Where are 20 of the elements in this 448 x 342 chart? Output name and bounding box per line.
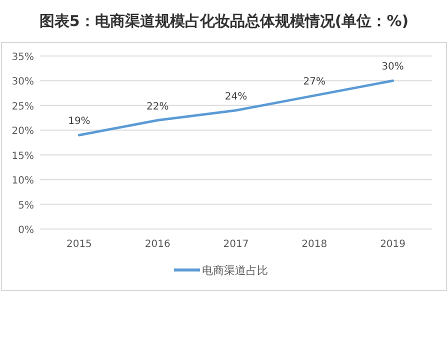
data-label: 30% [382,62,404,73]
x-tick-label: 2017 [223,239,249,250]
data-label: 22% [146,101,169,112]
y-tick-label: 15% [12,150,34,162]
y-tick-label: 30% [12,76,34,88]
y-tick-label: 0% [18,225,34,236]
y-tick-label: 10% [12,176,34,187]
data-label: 24% [224,91,248,102]
y-tick-label: 5% [18,200,34,212]
data-label: 27% [303,76,326,88]
x-tick-label: 2018 [302,239,328,250]
y-tick-label: 25% [12,101,34,112]
chart-title: 图表5：电商渠道规模占化妆品总体规模情况(单位：%) [39,12,409,30]
y-tick-label: 35% [12,52,34,63]
y-tick-label: 20% [12,126,34,138]
x-tick-label: 2016 [144,239,170,250]
data-label: 19% [68,116,90,128]
x-tick-label: 2015 [66,239,92,250]
x-tick-label: 2019 [380,239,406,250]
legend-label: 电商渠道占比 [202,264,268,277]
